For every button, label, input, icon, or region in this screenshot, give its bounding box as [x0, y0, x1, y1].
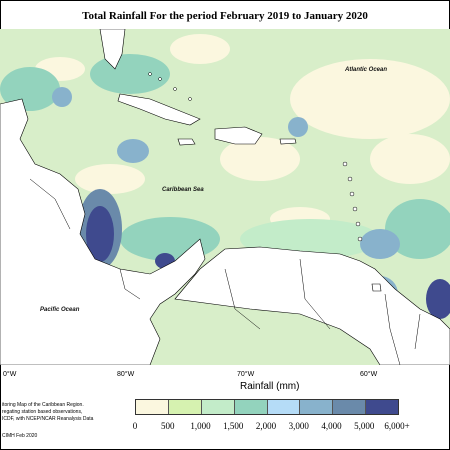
pacific-ocean-label: Pacific Ocean — [40, 307, 80, 313]
legend-title: Rainfall (mm) — [240, 381, 300, 392]
atlantic-ocean-label: Atlantic Ocean — [344, 67, 387, 73]
central-america-land — [0, 98, 206, 365]
caribbean-sea-label: Caribbean Sea — [162, 187, 204, 193]
legend-swatch — [201, 400, 235, 414]
legend-tick-label: 3,000 — [288, 421, 309, 431]
legend-tick-label: 1,500 — [223, 421, 244, 431]
credit-line: ICDF, with NCEP/NCAR Reanalysis Data — [2, 416, 94, 422]
credit-line: CIMH Feb 2020 — [2, 433, 38, 439]
longitude-label: 80°W — [117, 371, 135, 378]
florida-land — [99, 29, 126, 70]
puerto-rico-land — [279, 138, 297, 145]
credit-line: regating station based observations, — [2, 409, 83, 415]
rainfall-map: Atlantic Ocean Caribbean Sea Pacific Oce… — [0, 29, 450, 365]
legend-tick-label: 4,000 — [321, 421, 342, 431]
trinidad-land — [371, 283, 382, 292]
legend-tick-label: 1,000 — [190, 421, 211, 431]
legend-swatch — [168, 400, 202, 414]
legend-tick-label: 0 — [132, 421, 138, 431]
legend-tick-label: 500 — [161, 421, 175, 431]
longitude-label: 60°W — [360, 371, 378, 378]
legend-swatch — [234, 400, 268, 414]
land-masses — [0, 29, 450, 365]
credit-line: itoring Map of the Caribbean Region. — [2, 402, 84, 408]
legend-swatch — [333, 400, 367, 414]
country-borders — [29, 178, 421, 365]
legend-swatch — [136, 400, 169, 414]
legend-swatch — [267, 400, 301, 414]
hispaniola-land — [214, 126, 263, 145]
lesser-antilles — [148, 72, 363, 242]
cuba-land — [117, 93, 201, 126]
south-america-land — [174, 246, 450, 365]
legend-tick-label: 2,000 — [255, 421, 277, 431]
jamaica-land — [177, 138, 196, 146]
map-title: Total Rainfall For the period February 2… — [82, 10, 368, 22]
legend-tick-label: 5,000 — [354, 421, 375, 431]
longitude-label: 0°W — [3, 371, 17, 378]
legend-swatch — [300, 400, 334, 414]
rainfall-legend — [135, 399, 399, 415]
longitude-label: 70°W — [237, 371, 255, 378]
legend-tick-label: 6,000+ — [384, 421, 410, 431]
legend-swatch — [366, 400, 398, 414]
